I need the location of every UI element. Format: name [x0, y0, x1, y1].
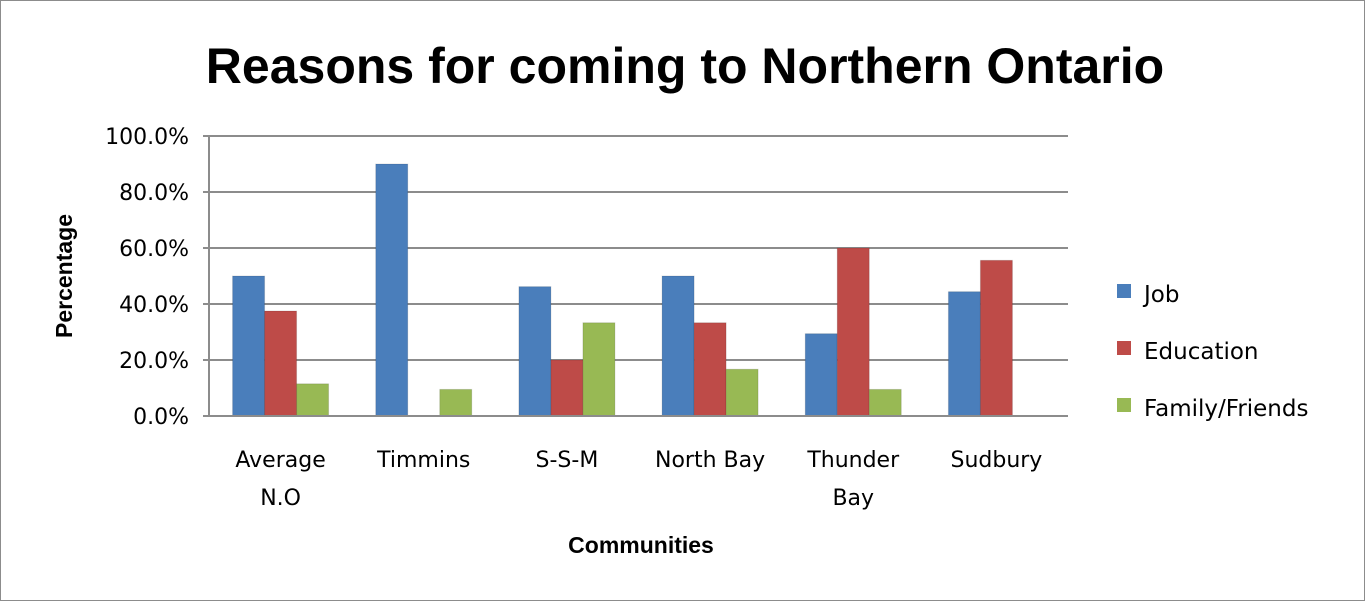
bar-family-friends [296, 383, 330, 417]
bar-family-friends [582, 322, 616, 417]
bar-education [836, 247, 870, 417]
bar-family-friends [439, 388, 473, 417]
y-tick-label: 40.0% [119, 293, 189, 318]
x-axis-title: Communities [568, 532, 714, 558]
axes [203, 136, 1068, 417]
bar-job [518, 286, 552, 417]
legend-swatch [1117, 284, 1131, 298]
x-tick-label: Timmins [376, 448, 470, 473]
bar-job [661, 275, 695, 417]
bar-job [232, 275, 266, 417]
x-tick-label: Thunder Bay [806, 448, 900, 511]
bar-education [264, 310, 298, 417]
y-axis-title: Percentage [51, 214, 77, 338]
x-tick-label: S-S-M [536, 448, 599, 473]
y-tick-label: 60.0% [119, 237, 189, 262]
x-tick-label: Sudbury [950, 448, 1042, 473]
bar-job [804, 333, 838, 417]
y-tick-labels: 0.0% 20.0% 40.0% 60.0% 80.0% 100.0% [105, 125, 189, 430]
bar-education [979, 259, 1013, 417]
x-tick-label: North Bay [655, 448, 765, 473]
legend-label: Family/Friends [1144, 396, 1308, 422]
x-tick-labels: Average N.O Timmins S-S-M North Bay Thunder Ba… [235, 448, 1042, 511]
bar-family-friends [868, 388, 902, 417]
gridlines [203, 135, 1068, 361]
legend: Job Education Family/Friends [1117, 282, 1308, 422]
legend-swatch [1117, 398, 1131, 412]
y-tick-label: 100.0% [105, 125, 189, 150]
chart-title: Reasons for coming to Northern Ontario [206, 38, 1164, 94]
bar-education [550, 359, 584, 417]
y-tick-label: 20.0% [119, 349, 189, 374]
y-tick-label: 80.0% [119, 181, 189, 206]
bar-job [947, 291, 981, 417]
x-tick-label: Average N.O [235, 448, 325, 511]
legend-label: Education [1144, 339, 1259, 365]
legend-label: Job [1142, 282, 1179, 308]
bar-family-friends [725, 368, 759, 417]
legend-swatch [1117, 341, 1131, 355]
bars [232, 163, 1013, 417]
y-tick-label: 0.0% [133, 405, 189, 430]
bar-job [375, 163, 409, 417]
bar-education [693, 322, 727, 417]
